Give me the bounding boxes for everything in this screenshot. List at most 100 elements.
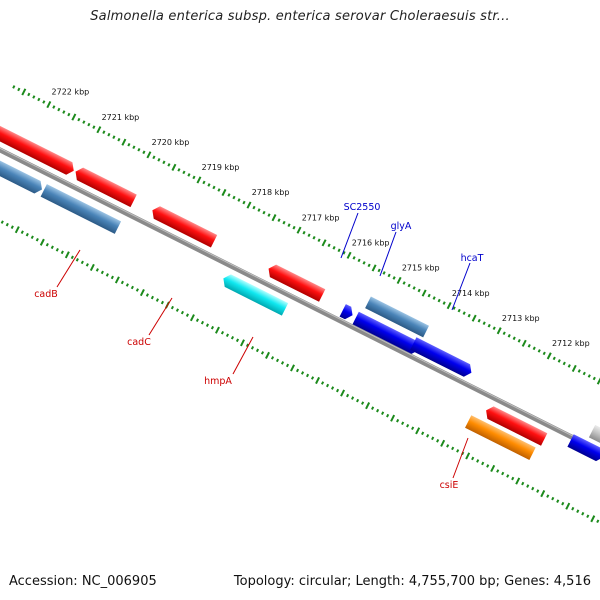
gene-arrow[interactable]	[339, 304, 356, 321]
scale-tick	[280, 361, 285, 365]
scale-tick	[571, 506, 575, 511]
scale-tick	[195, 318, 200, 322]
gene-arrow[interactable]	[352, 311, 423, 356]
scale-tick	[492, 326, 496, 331]
leader-glya	[379, 231, 397, 277]
scale-tick	[426, 434, 430, 438]
gene-label-hmpa[interactable]: hmpA	[204, 376, 232, 387]
scale-tick	[552, 356, 556, 361]
scale-tick	[421, 431, 425, 436]
scale-tick	[396, 276, 402, 285]
gene-label-glya[interactable]: glyA	[391, 221, 412, 232]
scale-tick	[531, 486, 535, 491]
scale-tick	[382, 271, 386, 275]
gene-label-sc2550[interactable]: SC2550	[344, 202, 381, 213]
scale-tick	[590, 515, 596, 523]
scale-tick	[521, 481, 525, 486]
scale-label: 2716 kbp	[352, 239, 390, 248]
map-title: Salmonella enterica subsp. enterica sero…	[90, 9, 510, 24]
scale-tick	[290, 364, 295, 372]
gene-arrow[interactable]	[220, 272, 289, 316]
gene-arrow[interactable]	[0, 149, 45, 196]
scale-tick	[75, 258, 79, 262]
scale-tick	[502, 331, 506, 336]
gene-arrow[interactable]	[483, 404, 548, 446]
scale-tick	[220, 330, 225, 335]
scale-tick	[177, 168, 181, 172]
scale-label: 2715 kbp	[402, 264, 440, 273]
scale-tick	[337, 248, 341, 253]
accession-text: Accession: NC_006905	[9, 574, 157, 589]
scale-tick	[302, 230, 306, 235]
scale-tick	[214, 326, 220, 334]
scale-tick	[481, 461, 485, 466]
gene-label-cadb[interactable]: cadB	[34, 289, 58, 300]
scale-tick	[202, 180, 206, 185]
scale-label: 2712 kbp	[552, 339, 590, 348]
scale-tick	[152, 155, 156, 160]
scale-tick	[542, 351, 546, 356]
scale-tick	[540, 490, 546, 498]
scale-tick	[471, 456, 475, 461]
gene-arrow[interactable]	[40, 184, 122, 234]
scale-tick	[457, 308, 461, 313]
scale-tick	[162, 160, 166, 165]
scale-tick	[357, 258, 361, 263]
scale-tick	[346, 251, 352, 259]
scale-tick	[205, 323, 210, 327]
gene-arrow[interactable]	[0, 117, 77, 177]
scale-tick	[171, 163, 177, 171]
scale-tick	[477, 318, 481, 323]
gene-arrow[interactable]	[365, 296, 430, 338]
scale-tick	[142, 150, 146, 155]
scale-tick	[32, 95, 36, 99]
scale-tick	[230, 335, 235, 340]
gene-label-leaders	[56, 212, 471, 479]
leader-hmpa	[232, 336, 254, 375]
scale-tick	[57, 107, 61, 112]
gene-arrow[interactable]	[149, 204, 218, 248]
scale-tick	[196, 176, 202, 184]
scale-tick	[386, 413, 390, 418]
scale-tick	[387, 273, 391, 278]
gene-label-hcat[interactable]: hcaT	[461, 253, 484, 264]
scale-tick	[421, 289, 427, 297]
scale-tick	[50, 245, 54, 250]
scale-tick	[157, 158, 161, 162]
scale-tick	[437, 298, 441, 303]
scale-tick	[117, 137, 121, 142]
scale-tick	[167, 163, 171, 167]
scale-tick	[62, 110, 66, 114]
scale-tick	[342, 251, 346, 255]
gene-arrow[interactable]	[72, 165, 137, 208]
gene-arrow[interactable]	[410, 337, 474, 379]
scale-tick	[381, 411, 385, 415]
scale-tick	[557, 359, 561, 363]
gene-arrow[interactable]	[567, 434, 600, 463]
gene-arrow[interactable]	[465, 415, 536, 461]
scale-tick	[352, 256, 356, 260]
scale-ticks-inner	[0, 220, 600, 524]
scale-tick	[440, 439, 446, 447]
scale-tick	[307, 233, 311, 238]
scale-tick	[20, 230, 24, 234]
gene-label-csie[interactable]: csiE	[440, 480, 459, 491]
scale-tick	[120, 280, 124, 285]
map-track-group: 2722 kbp 2721 kbp 2720 kbp 2719 kbp 2718 kbp…	[0, 85, 600, 524]
scale-tick	[312, 235, 316, 240]
scale-tick	[546, 494, 550, 498]
scale-tick	[401, 421, 405, 426]
scale-tick	[246, 201, 252, 209]
gene-label-cadc[interactable]: cadC	[127, 337, 151, 348]
scale-tick	[14, 226, 20, 234]
scale-tick	[262, 210, 266, 215]
gene-arrow[interactable]	[265, 262, 326, 302]
scale-tick	[45, 242, 49, 247]
scale-tick	[46, 100, 52, 109]
scale-tick	[285, 363, 290, 368]
scale-tick	[592, 376, 596, 381]
scale-tick	[406, 423, 410, 428]
scale-tick	[287, 223, 291, 227]
scale-tick	[192, 175, 196, 180]
